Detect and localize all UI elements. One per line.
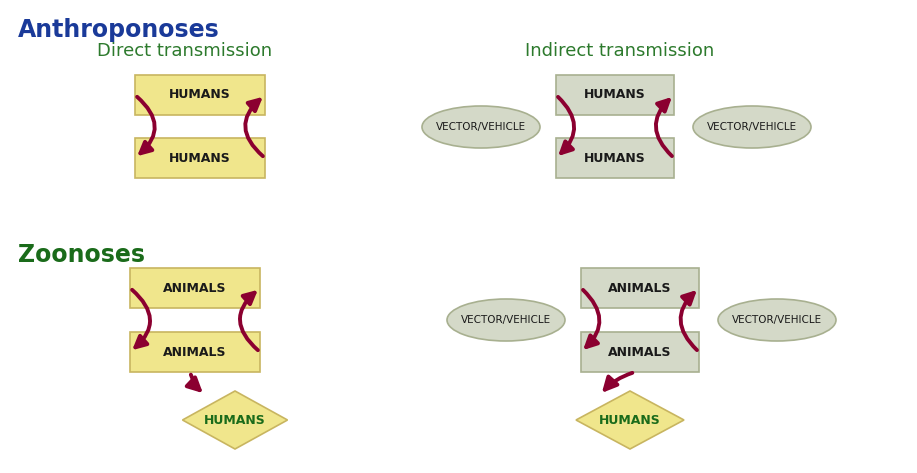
Text: ANIMALS: ANIMALS — [163, 345, 226, 359]
Text: Indirect transmission: Indirect transmission — [525, 42, 714, 60]
Ellipse shape — [447, 299, 565, 341]
FancyArrowPatch shape — [132, 290, 150, 347]
FancyArrowPatch shape — [656, 100, 672, 156]
Text: ANIMALS: ANIMALS — [608, 281, 672, 295]
FancyBboxPatch shape — [135, 138, 265, 178]
FancyArrowPatch shape — [245, 100, 263, 156]
Polygon shape — [576, 391, 684, 449]
Text: HUMANS: HUMANS — [584, 88, 646, 102]
FancyBboxPatch shape — [135, 75, 265, 115]
Text: VECTOR/VEHICLE: VECTOR/VEHICLE — [461, 315, 551, 325]
Text: HUMANS: HUMANS — [599, 413, 661, 427]
Text: Zoonoses: Zoonoses — [18, 243, 145, 267]
Text: Direct transmission: Direct transmission — [97, 42, 272, 60]
Text: Anthroponoses: Anthroponoses — [18, 18, 220, 42]
Text: ANIMALS: ANIMALS — [163, 281, 226, 295]
Ellipse shape — [422, 106, 540, 148]
FancyBboxPatch shape — [581, 268, 699, 308]
FancyArrowPatch shape — [138, 97, 155, 153]
Text: HUMANS: HUMANS — [169, 88, 231, 102]
FancyArrowPatch shape — [604, 373, 633, 390]
FancyBboxPatch shape — [556, 138, 674, 178]
FancyBboxPatch shape — [130, 268, 260, 308]
Text: HUMANS: HUMANS — [204, 413, 266, 427]
Text: HUMANS: HUMANS — [584, 151, 646, 165]
Text: ANIMALS: ANIMALS — [608, 345, 672, 359]
FancyBboxPatch shape — [581, 332, 699, 372]
Text: VECTOR/VEHICLE: VECTOR/VEHICLE — [707, 122, 797, 132]
FancyArrowPatch shape — [680, 293, 697, 350]
Text: HUMANS: HUMANS — [169, 151, 231, 165]
Text: VECTOR/VEHICLE: VECTOR/VEHICLE — [732, 315, 822, 325]
FancyBboxPatch shape — [130, 332, 260, 372]
FancyArrowPatch shape — [187, 375, 200, 390]
FancyArrowPatch shape — [583, 290, 600, 347]
FancyBboxPatch shape — [556, 75, 674, 115]
Polygon shape — [182, 391, 288, 449]
Ellipse shape — [693, 106, 811, 148]
Text: VECTOR/VEHICLE: VECTOR/VEHICLE — [436, 122, 526, 132]
Ellipse shape — [718, 299, 836, 341]
FancyArrowPatch shape — [558, 97, 574, 153]
FancyArrowPatch shape — [240, 293, 258, 350]
